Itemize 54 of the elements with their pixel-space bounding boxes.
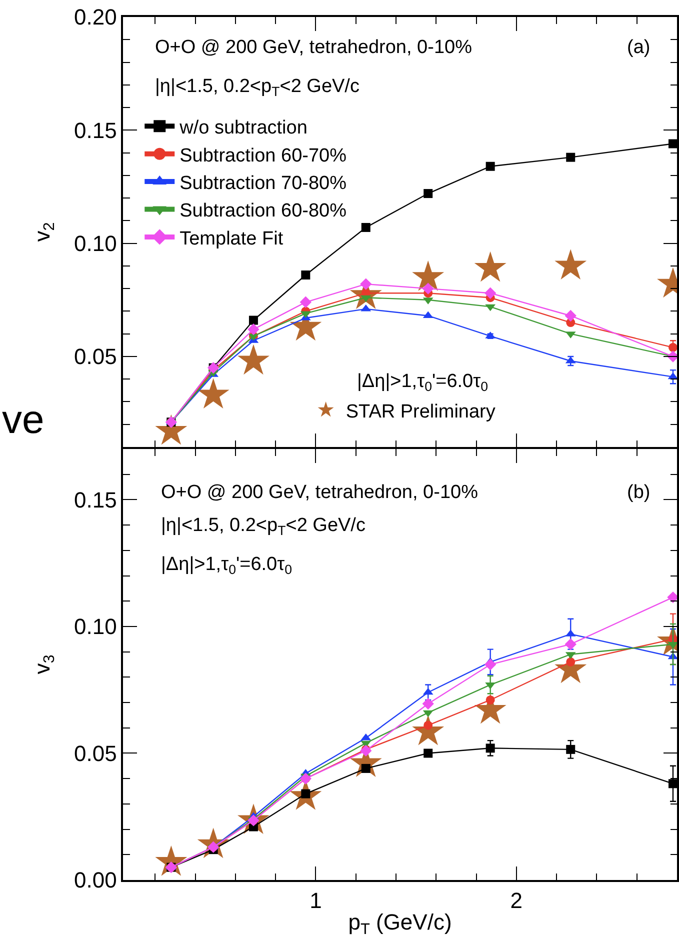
annotation: |Δη|>1,τ$_{0}$'=6.0τ$_{0}$: [357, 371, 488, 394]
annotation: O+O @ 200 GeV, tetrahedron, 0-10%: [161, 482, 478, 503]
x-tick-label: 1: [310, 888, 322, 914]
point: [566, 152, 576, 162]
x-tick-label: 2: [510, 888, 523, 914]
y-tick-label: 0.00: [74, 868, 117, 893]
annotation: (b): [627, 482, 650, 503]
point: [424, 189, 433, 198]
point: [248, 323, 260, 336]
point: [486, 162, 495, 171]
annotation: |Δη|>1,τ$_{0}$'=6.0τ$_{0}$: [161, 554, 292, 577]
point: [486, 744, 495, 753]
text: ve: [2, 398, 44, 442]
legend-label: Subtraction 60-70%: [180, 145, 347, 166]
point: [237, 344, 270, 375]
point: [668, 779, 678, 788]
point: [554, 249, 587, 280]
legend-label: Template Fit: [180, 228, 284, 250]
legend-label: STAR Preliminary: [346, 401, 496, 422]
point: [424, 748, 433, 758]
point: [360, 744, 372, 757]
y-tick-label: 0.10: [74, 614, 117, 640]
annotation: |η|<1.5, 0.2<p$_{T}$<2 GeV/c: [155, 76, 360, 99]
x-axis-title: p$_{T}$ (GeV/c): [348, 910, 452, 938]
legend-label: Subtraction 70-80%: [180, 172, 347, 194]
point: [361, 222, 370, 232]
legend-label: Subtraction 60-80%: [180, 200, 347, 222]
annotation: |η|<1.5, 0.2<p$_{T}$<2 GeV/c: [161, 515, 366, 538]
point: [197, 378, 230, 409]
point: [360, 278, 372, 290]
point: [566, 657, 576, 666]
point: [422, 698, 434, 710]
point: [484, 658, 496, 670]
point: [301, 270, 310, 280]
y-tick-label: 0.20: [74, 4, 117, 30]
point: [484, 287, 496, 299]
point: [248, 316, 258, 325]
point: [564, 310, 576, 322]
y-tick-label: 0.15: [74, 118, 117, 143]
point: [486, 695, 495, 704]
point: [564, 638, 576, 650]
legend-label: w/o subtraction: [178, 118, 308, 139]
y-tick-label: 0.05: [74, 344, 117, 370]
point: [422, 282, 434, 294]
y-tick-label: 0.15: [74, 487, 117, 512]
point: [566, 744, 576, 754]
point: [300, 296, 312, 308]
y-tick-label: 0.05: [74, 740, 117, 766]
annotation: O+O @ 200 GeV, tetrahedron, 0-10%: [155, 37, 472, 58]
point: [668, 139, 678, 148]
point: [424, 720, 433, 730]
point: [668, 342, 678, 352]
annotation: (a): [627, 37, 650, 58]
y-tick-label: 0.10: [74, 231, 117, 256]
